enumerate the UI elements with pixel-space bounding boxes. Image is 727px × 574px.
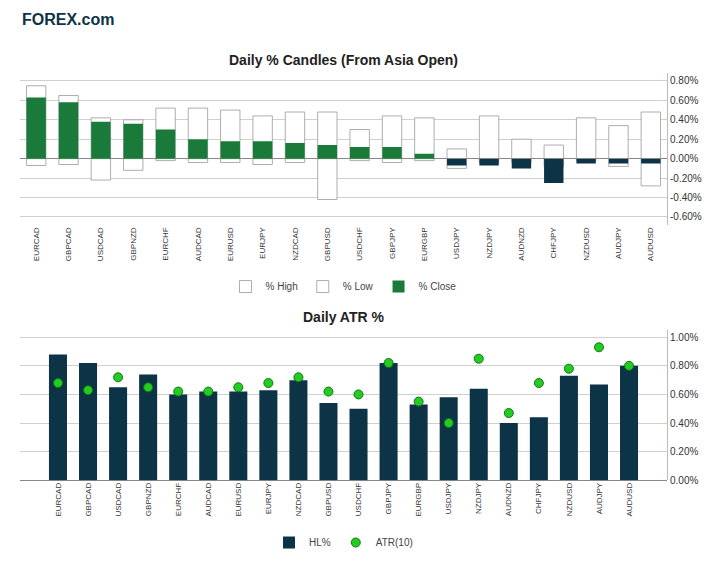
svg-text:GBPJPY: GBPJPY: [384, 482, 393, 514]
svg-text:NZDCAD: NZDCAD: [294, 483, 303, 517]
svg-text:USDCAD: USDCAD: [114, 483, 123, 517]
svg-text:0.80%: 0.80%: [670, 360, 698, 371]
svg-text:AUDUSD: AUDUSD: [646, 227, 655, 261]
svg-text:USDJPY: USDJPY: [452, 227, 461, 259]
svg-text:AUDJPY: AUDJPY: [614, 227, 623, 259]
svg-text:0.80%: 0.80%: [670, 75, 698, 86]
svg-text:USDCHF: USDCHF: [354, 483, 363, 516]
svg-text:Daily ATR %: Daily ATR %: [303, 309, 384, 325]
svg-text:Daily % Candles (From Asia Ope: Daily % Candles (From Asia Open): [229, 52, 458, 68]
svg-text:% Close: % Close: [419, 281, 457, 292]
svg-text:0.60%: 0.60%: [670, 95, 698, 106]
svg-text:ATR(10): ATR(10): [376, 537, 413, 548]
svg-text:HL%: HL%: [309, 537, 331, 548]
svg-text:GBPJPY: GBPJPY: [388, 227, 397, 259]
svg-text:CHFJPY: CHFJPY: [534, 482, 543, 514]
svg-text:GBPCAD: GBPCAD: [84, 483, 93, 517]
svg-text:% High: % High: [266, 281, 298, 292]
svg-text:-0.40%: -0.40%: [670, 192, 702, 203]
svg-text:EURCHF: EURCHF: [174, 483, 183, 516]
svg-text:AUDNZD: AUDNZD: [504, 483, 513, 517]
svg-text:AUDCAD: AUDCAD: [194, 227, 203, 261]
svg-text:USDJPY: USDJPY: [444, 482, 453, 514]
svg-text:AUDNZD: AUDNZD: [517, 227, 526, 261]
svg-text:GBPCAD: GBPCAD: [64, 227, 73, 261]
svg-text:GBPNZD: GBPNZD: [129, 227, 138, 261]
svg-text:AUDJPY: AUDJPY: [595, 482, 604, 514]
svg-text:% Low: % Low: [343, 281, 374, 292]
svg-text:EURJPY: EURJPY: [258, 227, 267, 259]
svg-text:NZDJPY: NZDJPY: [474, 482, 483, 514]
svg-text:NZDJPY: NZDJPY: [485, 227, 494, 259]
svg-text:0.20%: 0.20%: [670, 134, 698, 145]
svg-text:NZDUSD: NZDUSD: [582, 227, 591, 261]
svg-text:0.40%: 0.40%: [670, 114, 698, 125]
svg-text:1.00%: 1.00%: [670, 332, 698, 343]
svg-text:NZDUSD: NZDUSD: [565, 483, 574, 517]
svg-text:USDCAD: USDCAD: [96, 227, 105, 261]
svg-text:-0.60%: -0.60%: [670, 211, 702, 222]
svg-text:EURUSD: EURUSD: [226, 227, 235, 261]
svg-text:CHFJPY: CHFJPY: [549, 227, 558, 259]
svg-text:0.00%: 0.00%: [670, 475, 698, 486]
svg-text:0.60%: 0.60%: [670, 389, 698, 400]
svg-text:FOREX.com: FOREX.com: [22, 11, 114, 28]
svg-text:0.40%: 0.40%: [670, 418, 698, 429]
svg-text:EURGBP: EURGBP: [414, 483, 423, 517]
svg-text:-0.20%: -0.20%: [670, 173, 702, 184]
svg-text:EURGBP: EURGBP: [420, 227, 429, 261]
svg-text:0.00%: 0.00%: [670, 153, 698, 164]
svg-text:GBPUSD: GBPUSD: [324, 483, 333, 517]
svg-text:USDCHF: USDCHF: [355, 227, 364, 260]
svg-text:EURCHF: EURCHF: [161, 227, 170, 260]
svg-text:GBPUSD: GBPUSD: [323, 227, 332, 261]
svg-text:EURUSD: EURUSD: [234, 483, 243, 517]
svg-text:GBPNZD: GBPNZD: [144, 483, 153, 517]
svg-text:AUDUSD: AUDUSD: [625, 483, 634, 517]
svg-text:0.20%: 0.20%: [670, 446, 698, 457]
svg-text:NZDCAD: NZDCAD: [291, 227, 300, 261]
svg-text:EURCAD: EURCAD: [54, 483, 63, 517]
svg-text:AUDCAD: AUDCAD: [204, 483, 213, 517]
svg-text:EURJPY: EURJPY: [264, 482, 273, 514]
svg-text:EURCAD: EURCAD: [32, 227, 41, 261]
